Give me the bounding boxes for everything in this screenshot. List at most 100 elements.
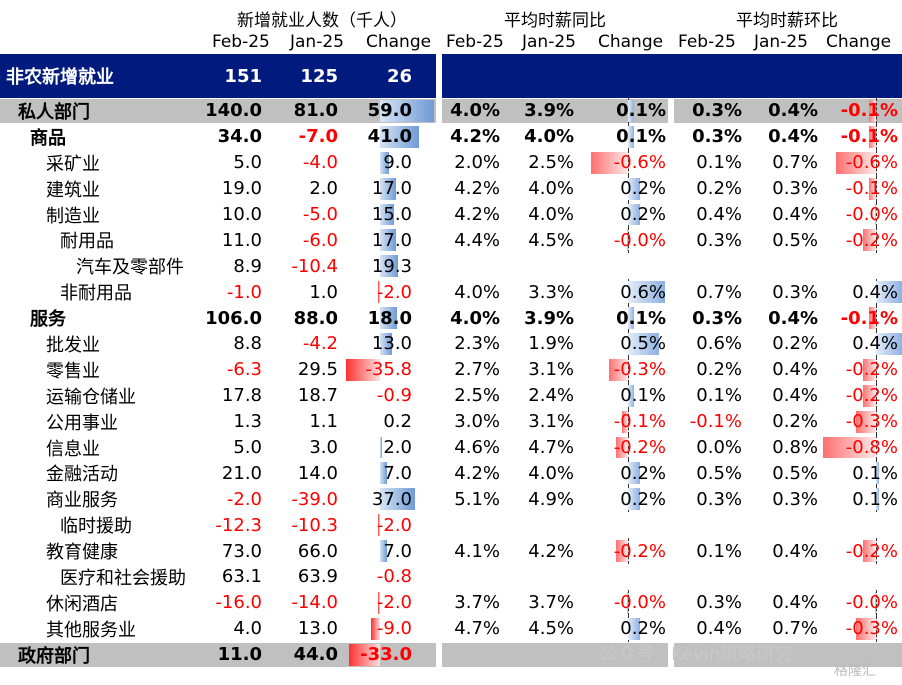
change-bar — [380, 333, 393, 355]
header-group-yoy: 平均时薪同比 — [504, 11, 606, 31]
yoy-change-bar — [621, 410, 628, 433]
row-label: 运输仓储业 — [46, 386, 136, 408]
yoy-change-bar — [628, 462, 641, 485]
row-label: 政府部门 — [18, 645, 90, 667]
table-row: 建筑业 19.0 2.0 17.0 4.2% 4.0% 0.2% 0.2% 0.3% -0.1% — [0, 175, 902, 202]
cell-yf: 4.1% — [454, 540, 500, 562]
group-separator — [668, 331, 674, 357]
cell-yc: -0.3% — [613, 359, 666, 381]
yoy-change-bar — [615, 540, 628, 563]
cell-feb: 34.0 — [217, 126, 262, 148]
row-label: 建筑业 — [46, 179, 100, 201]
row-label: 教育健康 — [46, 542, 118, 564]
cell-feb: 5.0 — [233, 437, 262, 459]
yoy-change-bar — [628, 281, 666, 304]
group-separator — [668, 460, 674, 487]
cell-jan: 3.0 — [309, 437, 338, 459]
cell-yj: 4.7% — [528, 437, 574, 459]
mom-axis — [876, 175, 877, 202]
change-bar — [380, 488, 416, 511]
cell-yj: 3.9% — [524, 307, 574, 329]
cell-mc: -0.8% — [845, 437, 898, 459]
group-separator — [668, 149, 674, 176]
yoy-axis — [628, 408, 629, 435]
cell-yc: -0.2% — [613, 540, 666, 562]
cell-yj: 4.0% — [528, 178, 574, 200]
yoy-axis — [628, 538, 629, 565]
cell-mc: -0.6% — [845, 152, 898, 174]
cell-mc: -0.1% — [845, 178, 898, 200]
cell-jan: 44.0 — [293, 644, 338, 666]
group-separator — [436, 253, 442, 280]
table-row-nonfarm: 非农新增就业 151 125 26 — [0, 54, 902, 98]
cell-feb: 106.0 — [205, 307, 262, 329]
row-label: 商业服务 — [46, 490, 118, 512]
cell-mf: 0.2% — [696, 178, 742, 200]
row-label: 零售业 — [46, 360, 100, 382]
row-label: 采矿业 — [46, 153, 100, 175]
cell-yj: 4.9% — [528, 488, 574, 510]
yoy-change-bar — [609, 358, 628, 381]
group-separator — [436, 227, 442, 254]
group-separator — [668, 227, 674, 254]
cell-yf: 3.0% — [454, 411, 500, 433]
cell-chg: 17.0 — [371, 229, 412, 251]
cell-jan: -6.0 — [302, 229, 338, 251]
mom-axis — [876, 538, 877, 565]
group-separator — [436, 512, 442, 539]
cell-yj: 3.9% — [524, 100, 574, 122]
cell-yc: 0.1% — [616, 100, 666, 122]
mom-axis — [876, 408, 877, 435]
mom-axis — [876, 615, 877, 642]
mom-change-bar — [823, 436, 876, 459]
cell-yj: 4.5% — [528, 618, 574, 640]
cell-yc: -0.1% — [613, 411, 666, 433]
table-row: 批发业 8.8 -4.2 13.0 2.3% 1.9% 0.5% 0.6% 0.2% 0.4% — [0, 331, 902, 357]
column-header-1: Jan-25 — [290, 32, 344, 52]
cell-feb: 1.3 — [233, 411, 262, 433]
cell-mj: 0.7% — [772, 152, 818, 174]
cell-yc: 0.2% — [620, 178, 666, 200]
cell-mc: -0.2% — [845, 359, 898, 381]
cell-feb: 63.1 — [221, 566, 262, 588]
cell-feb: 10.0 — [221, 204, 262, 225]
cell-mj: 0.4% — [768, 307, 818, 329]
cell-jan: -10.4 — [291, 255, 338, 277]
yoy-change-bar — [628, 488, 641, 511]
group-separator — [436, 589, 442, 616]
change-bar — [380, 462, 387, 485]
group-separator — [668, 253, 674, 280]
cell-mf: 0.3% — [696, 488, 742, 510]
change-bar — [380, 229, 397, 252]
mom-change-bar — [869, 177, 876, 200]
cell-mj: 0.4% — [772, 385, 818, 407]
watermark: 公众号 · Kevin策略研究 — [600, 644, 793, 665]
group-separator — [668, 512, 674, 539]
yoy-change-bar — [628, 617, 641, 640]
column-header-0: Feb-25 — [212, 32, 270, 52]
cell-jan: -4.0 — [302, 152, 338, 174]
cell-yj: 3.3% — [528, 281, 574, 303]
cell-chg: 2.0 — [383, 437, 412, 459]
mom-change-bar — [869, 125, 876, 148]
yoy-change-bar — [615, 436, 628, 459]
cell-mf: 0.3% — [696, 592, 742, 614]
change-bar — [378, 281, 380, 304]
cell-yf: 2.0% — [454, 152, 500, 174]
group-separator — [436, 538, 442, 565]
yoy-change-bar — [628, 177, 641, 200]
change-bar — [378, 591, 380, 614]
cell-yf: 5.1% — [454, 488, 500, 510]
group-separator — [436, 641, 442, 668]
table-row: 医疗和社会援助 63.1 63.9 -0.8 — [0, 564, 902, 590]
cell-feb: 11.0 — [221, 229, 262, 251]
group-separator — [436, 201, 442, 228]
change-bar — [380, 436, 382, 459]
cell-chg: 7.0 — [383, 540, 412, 562]
cell-yc: 0.1% — [616, 126, 666, 148]
cell-chg: 19.3 — [371, 255, 412, 277]
group-separator — [668, 382, 674, 409]
mom-change-bar — [874, 203, 876, 226]
cell-feb: 17.8 — [221, 385, 262, 407]
cell-jan: 2.0 — [309, 178, 338, 200]
